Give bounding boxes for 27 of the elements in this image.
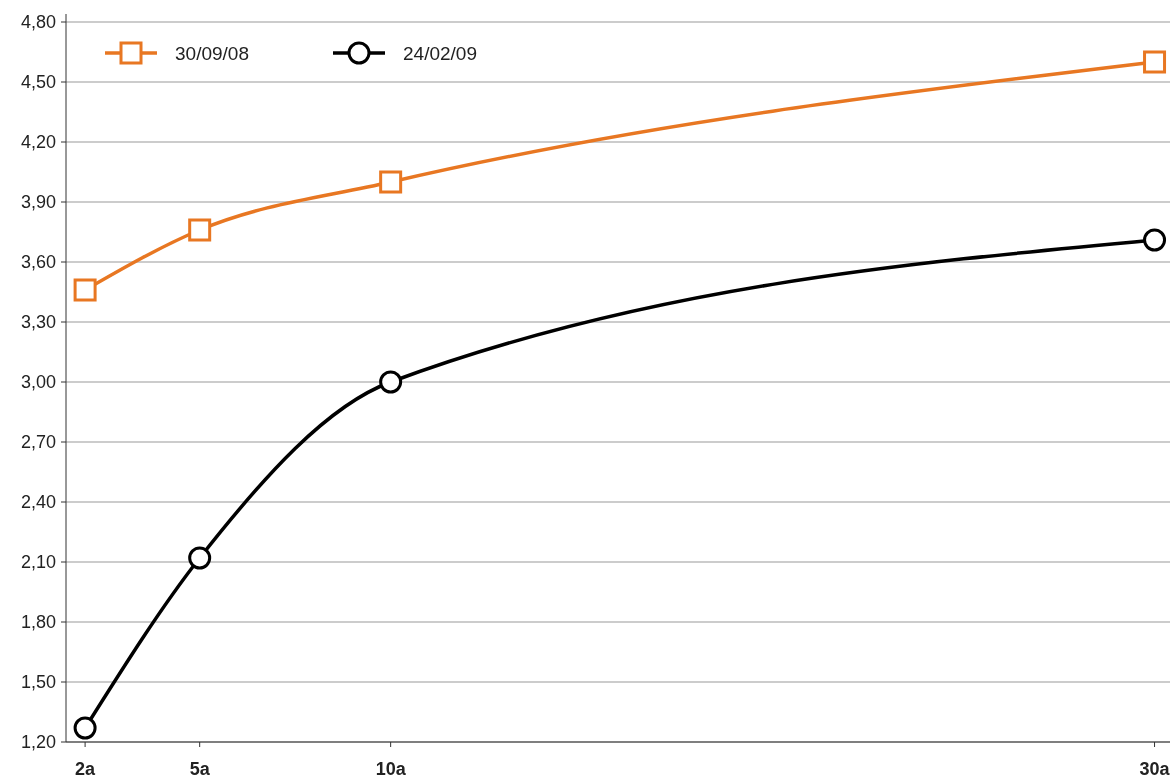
y-tick-label: 2,10 [20, 552, 56, 573]
point [1143, 50, 1167, 74]
y-tick-label: 1,50 [20, 672, 56, 693]
y-tick-label: 3,90 [20, 192, 56, 213]
point [379, 170, 403, 194]
y-tick-label: 3,30 [20, 312, 56, 333]
y-tick-label: 1,20 [20, 732, 56, 753]
point [188, 546, 212, 570]
y-tick-label: 4,80 [20, 12, 56, 33]
point [1143, 228, 1167, 252]
y-tick-label: 4,50 [20, 72, 56, 93]
x-tick-label: 5a [189, 759, 211, 779]
point [188, 218, 212, 242]
point [379, 370, 403, 394]
x-tick-label: 10a [375, 759, 407, 779]
x-tick-label: 2a [75, 759, 97, 779]
y-tick-label: 1,80 [20, 612, 56, 633]
y-tick-label: 4,20 [20, 132, 56, 153]
y-tick-label: 2,70 [20, 432, 56, 453]
y-tick-label: 2,40 [20, 492, 56, 513]
legend-label: 30/09/08 [175, 42, 249, 64]
y-tick-label: 3,00 [20, 372, 56, 393]
x-tick-label: 30a [1139, 759, 1170, 779]
y-tick-label: 3,60 [20, 252, 56, 273]
point [73, 716, 97, 740]
point [73, 278, 97, 302]
legend-label: 24/02/09 [403, 42, 477, 64]
